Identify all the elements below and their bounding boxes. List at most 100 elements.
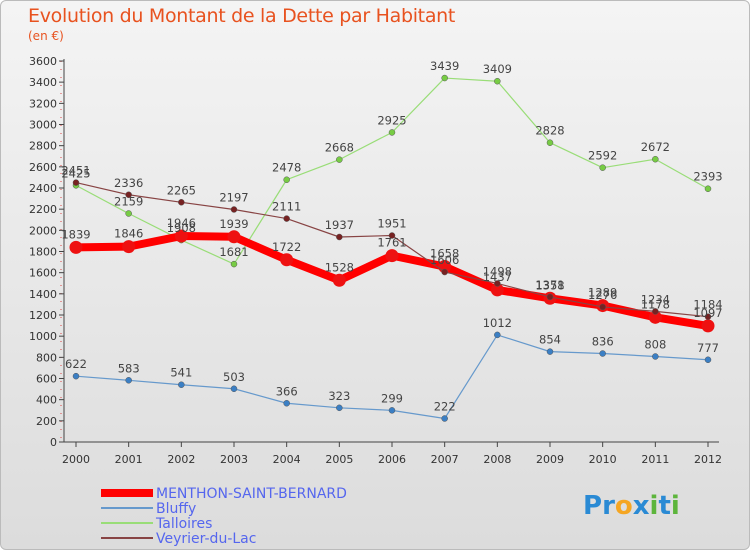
data-point-menthon-saint-bernard [648,310,662,324]
data-point-talloires [546,139,554,146]
data-point-talloires [336,156,343,163]
data-point-talloires [441,74,448,82]
x-tick-label: 2008 [483,453,511,466]
data-label-bluffy: 299 [381,391,403,405]
data-label-menthon-saint-bernard: 1528 [325,260,354,274]
data-label-veyrier-du-lac: 2111 [272,200,301,214]
data-label-bluffy: 222 [434,400,456,414]
data-point-menthon-saint-bernard [490,283,504,297]
x-tick-label: 2012 [694,453,722,466]
data-label-veyrier-du-lac: 1371 [535,278,564,292]
data-label-talloires: 2668 [325,141,354,155]
legend-label-talloires: Talloires [155,516,212,532]
x-tick-label: 2001 [115,453,143,466]
x-tick-label: 2006 [378,453,406,466]
data-point-veyrier-du-lac [652,308,659,315]
data-label-bluffy: 622 [65,357,87,371]
data-point-bluffy [652,353,659,360]
data-label-menthon-saint-bernard: 1839 [61,227,90,241]
data-label-veyrier-du-lac: 2197 [219,190,248,204]
data-label-talloires: 2425 [61,166,90,180]
data-label-talloires: 2925 [377,113,406,127]
y-tick-label: 400 [36,394,57,407]
data-point-bluffy [546,348,554,355]
x-tick-label: 2000 [62,453,90,466]
y-tick-label: 0 [50,436,57,449]
chart-subtitle: (en €) [28,29,64,43]
data-point-veyrier-du-lac [230,206,238,213]
data-label-menthon-saint-bernard: 1358 [535,278,564,292]
data-point-veyrier-du-lac [125,191,132,199]
x-tick-label: 2011 [641,453,669,466]
logo-letter: t [658,491,671,521]
y-tick-label: 200 [36,415,57,428]
data-label-talloires: 3409 [483,62,512,76]
data-label-veyrier-du-lac: 1498 [483,264,512,278]
x-tick-label: 2009 [536,453,564,466]
legend-label-menthon-saint-bernard: MENTHON-SAINT-BERNARD [156,486,347,502]
data-point-talloires [652,155,659,163]
data-point-veyrier-du-lac [704,313,712,320]
logo-letter: i [670,491,680,521]
y-tick-label: 3200 [29,97,57,110]
data-point-talloires [125,210,132,217]
data-point-veyrier-du-lac [72,179,80,186]
data-label-talloires: 2159 [114,195,143,209]
data-point-menthon-saint-bernard [122,240,136,254]
data-label-talloires: 2478 [272,161,301,175]
data-label-bluffy: 854 [539,333,561,347]
data-label-veyrier-du-lac: 1184 [693,298,722,312]
data-point-menthon-saint-bernard [332,273,346,287]
data-point-talloires [283,176,290,183]
data-label-menthon-saint-bernard: 1939 [219,217,248,231]
data-point-bluffy [599,350,606,357]
x-tick-label: 2005 [325,453,353,466]
data-label-veyrier-du-lac: 1234 [641,292,670,306]
x-tick-label: 2004 [273,453,301,466]
data-point-veyrier-du-lac [283,215,290,222]
y-tick-label: 1800 [29,246,57,259]
y-tick-label: 2400 [29,182,57,195]
data-label-talloires: 2672 [641,140,670,154]
data-point-bluffy [283,400,290,407]
legend-label-bluffy: Bluffy [156,501,196,517]
data-label-menthon-saint-bernard: 1722 [272,240,301,254]
data-point-bluffy [230,385,238,393]
y-tick-label: 2000 [29,224,57,237]
y-tick-label: 2200 [29,203,57,216]
data-label-talloires: 2592 [588,149,617,163]
data-point-menthon-saint-bernard [69,240,83,254]
y-tick-label: 1200 [29,309,57,322]
data-label-talloires: 2828 [535,124,564,138]
data-label-menthon-saint-bernard: 1761 [377,236,406,250]
logo-letter: i [649,491,659,521]
data-label-veyrier-du-lac: 2265 [167,183,196,197]
y-tick-label: 3400 [29,76,57,89]
data-point-menthon-saint-bernard [280,253,294,267]
data-label-bluffy: 836 [592,335,614,349]
data-label-bluffy: 503 [223,370,245,384]
logo-letter: o [614,491,633,521]
data-point-talloires [494,77,501,85]
y-tick-label: 1000 [29,330,57,343]
y-tick-label: 1600 [29,267,57,280]
y-tick-label: 2600 [29,161,57,174]
data-label-menthon-saint-bernard: 1946 [167,216,196,230]
logo-letter: r [602,491,615,521]
data-label-menthon-saint-bernard: 1437 [483,270,512,284]
data-label-bluffy: 583 [118,361,140,375]
data-label-bluffy: 323 [328,389,350,403]
data-point-veyrier-du-lac [599,303,606,311]
chart-title: Evolution du Montant de la Dette par Hab… [28,5,456,27]
data-label-bluffy: 777 [697,341,719,355]
x-tick-label: 2010 [589,453,617,466]
data-label-talloires: 1681 [219,245,248,259]
data-point-menthon-saint-bernard [701,319,715,333]
data-point-bluffy [336,404,343,412]
data-point-talloires [704,185,712,192]
y-tick-label: 600 [36,373,57,386]
data-point-menthon-saint-bernard [227,230,241,244]
data-label-talloires: 1908 [167,221,196,235]
